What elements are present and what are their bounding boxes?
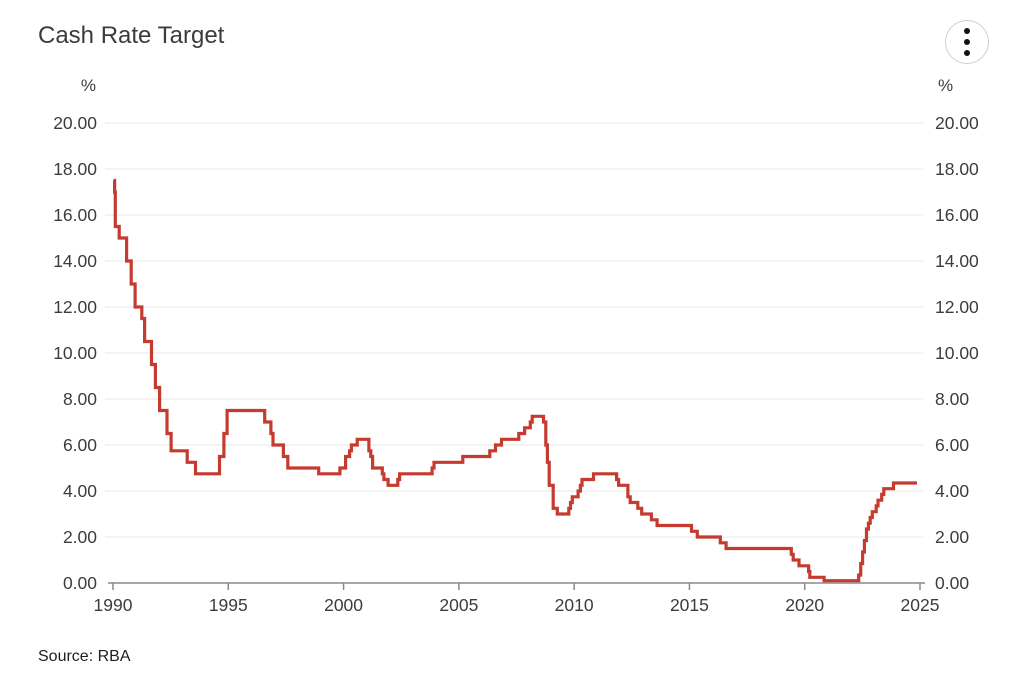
x-axis-label: 2025	[900, 595, 940, 615]
y-axis-label: 2.00	[935, 527, 970, 547]
y-axis-label: 14.00	[53, 251, 97, 271]
kebab-menu-icon	[964, 28, 970, 34]
y-axis-label: 18.00	[935, 159, 979, 179]
x-axis-label: 2000	[324, 595, 364, 615]
y-axis-unit-right: %	[938, 76, 954, 95]
y-axis-label: 0.00	[935, 573, 970, 593]
y-axis-label: 16.00	[53, 205, 97, 225]
y-axis-label: 8.00	[62, 389, 97, 409]
y-axis-label: 4.00	[62, 481, 97, 501]
chart-title: Cash Rate Target	[38, 22, 225, 49]
y-axis-label: 10.00	[53, 343, 97, 363]
y-axis-label: 2.00	[62, 527, 97, 547]
y-axis-label: 0.00	[62, 573, 97, 593]
y-axis-label: 16.00	[935, 205, 979, 225]
x-axis-label: 2015	[669, 595, 709, 615]
y-axis-label: 8.00	[935, 389, 970, 409]
chart-menu-button[interactable]	[945, 20, 989, 64]
y-axis-label: 12.00	[935, 297, 979, 317]
x-axis-label: 2010	[554, 595, 594, 615]
y-axis-label: 10.00	[935, 343, 979, 363]
kebab-menu-icon	[964, 50, 970, 56]
y-axis-label: 4.00	[935, 481, 970, 501]
y-axis-label: 14.00	[935, 251, 979, 271]
source-note: Source: RBA	[38, 648, 131, 665]
x-axis-label: 1995	[208, 595, 248, 615]
y-axis-label: 6.00	[62, 435, 97, 455]
y-axis-unit-left: %	[80, 76, 96, 95]
y-axis-label: 20.00	[53, 113, 97, 133]
x-axis-label: 1990	[93, 595, 133, 615]
y-axis-label: 20.00	[935, 113, 979, 133]
y-axis-label: 6.00	[935, 435, 970, 455]
x-axis-label: 2020	[785, 595, 825, 615]
x-axis-label: 2005	[439, 595, 479, 615]
kebab-menu-icon	[964, 39, 970, 45]
y-axis-label: 12.00	[53, 297, 97, 317]
series-line-cash-rate-target	[113, 178, 917, 583]
y-axis-label: 18.00	[53, 159, 97, 179]
